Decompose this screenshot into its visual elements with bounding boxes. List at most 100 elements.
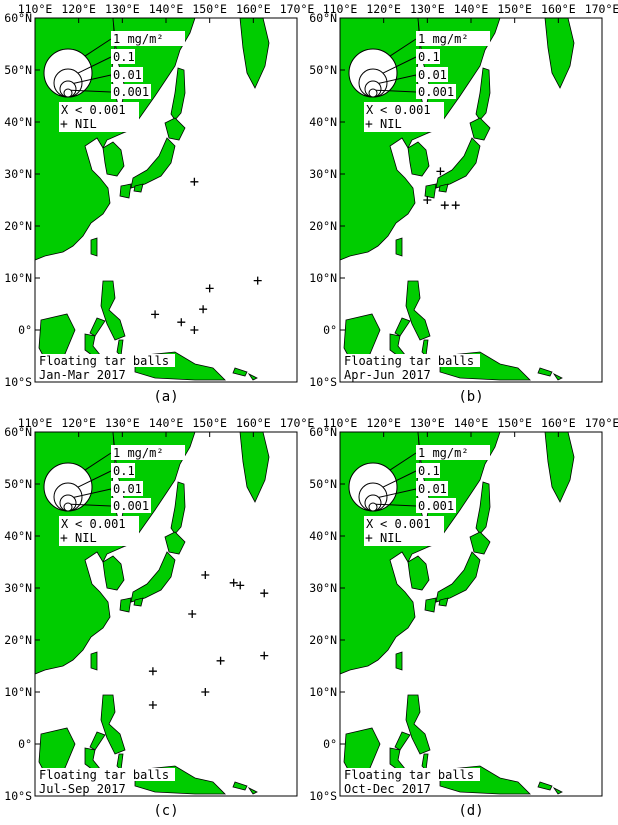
nil-sample-marker xyxy=(177,318,186,327)
lon-label: 150°E xyxy=(192,416,227,430)
lon-label: 110°E xyxy=(18,2,53,16)
legend-circle xyxy=(63,502,73,512)
lon-label: 140°E xyxy=(149,416,184,430)
legend-leader xyxy=(375,503,417,507)
lat-label: 20°N xyxy=(4,633,32,647)
lon-label: 130°E xyxy=(105,416,140,430)
legend-symbol-bg xyxy=(364,102,444,132)
legend-leader xyxy=(84,452,112,471)
lon-label: 170°E xyxy=(585,2,618,16)
nil-sample-marker xyxy=(199,305,208,314)
legend-size-label: 1 mg/m² xyxy=(418,446,469,460)
lat-label: 60°N xyxy=(309,425,337,439)
x-symbol: X xyxy=(366,517,374,531)
plus-label: NIL xyxy=(380,117,402,131)
plus-label: NIL xyxy=(380,531,402,545)
lat-label: 60°N xyxy=(309,11,337,25)
lat-label: 50°N xyxy=(4,63,32,77)
caption-bg xyxy=(342,768,480,781)
lon-label: 130°E xyxy=(410,416,445,430)
legend-label-bg xyxy=(111,481,143,496)
legend-leader xyxy=(77,56,112,74)
legend-size-label: 0.001 xyxy=(113,499,149,513)
legend-label-bg xyxy=(416,445,490,460)
size-legend: 1 mg/m² 0.1 0.01 0.001 X < 0.001 + NIL xyxy=(348,445,490,546)
legend-leader xyxy=(70,89,112,93)
legend-label-bg xyxy=(416,498,456,513)
x-label: < 0.001 xyxy=(380,517,431,531)
legend-leader xyxy=(84,38,112,57)
lat-label: 10°N xyxy=(309,271,337,285)
legend-circle xyxy=(368,502,378,512)
lat-label: 30°N xyxy=(4,581,32,595)
plus-label: NIL xyxy=(75,117,97,131)
plus-symbol: + xyxy=(60,117,68,132)
nil-sample-marker xyxy=(151,310,160,319)
lon-label: 120°E xyxy=(61,416,96,430)
lat-label: 0° xyxy=(323,737,337,751)
x-symbol: X xyxy=(366,103,374,117)
lon-label: 130°E xyxy=(410,2,445,16)
legend-size-label: 0.1 xyxy=(113,50,135,64)
nil-sample-marker xyxy=(260,651,269,660)
nil-sample-marker xyxy=(148,667,157,676)
caption-bg xyxy=(342,782,428,795)
lat-label: 30°N xyxy=(4,167,32,181)
panel-period: Oct-Dec 2017 xyxy=(344,782,431,796)
lat-label: 10°S xyxy=(309,789,337,803)
lon-label: 120°E xyxy=(61,2,96,16)
x-label: < 0.001 xyxy=(380,103,431,117)
legend-leader xyxy=(382,470,417,488)
legend-size-label: 0.01 xyxy=(113,482,142,496)
map-panel-1: 110°E 120°E 130°E 140°E 150°E 160°E 170°E 60°N 5… xyxy=(309,2,618,405)
nil-sample-marker xyxy=(253,276,262,285)
legend-leader xyxy=(73,488,112,498)
nil-sample-marker xyxy=(440,201,449,210)
lat-label: 10°N xyxy=(4,685,32,699)
nil-sample-marker xyxy=(436,167,445,176)
lon-label: 140°E xyxy=(149,2,184,16)
panel-title: Floating tar balls xyxy=(344,768,474,782)
nil-sample-marker xyxy=(190,326,199,334)
lon-label: 170°E xyxy=(280,416,315,430)
legend-label-bg xyxy=(111,445,185,460)
lat-label: 40°N xyxy=(309,115,337,129)
legend-symbol-bg xyxy=(364,516,444,546)
size-legend: 1 mg/m² 0.1 0.01 0.001 X < 0.001 + NIL xyxy=(43,445,185,546)
caption-bg xyxy=(37,368,123,381)
size-legend: 1 mg/m² 0.1 0.01 0.001 X < 0.001 + NIL xyxy=(348,31,490,132)
legend-label-bg xyxy=(416,84,456,99)
panel-letter: (b) xyxy=(458,389,483,405)
legend-leader xyxy=(382,56,417,74)
lat-label: 20°N xyxy=(309,219,337,233)
lat-label: 30°N xyxy=(309,581,337,595)
nil-sample-marker xyxy=(423,196,432,204)
legend-leader xyxy=(73,74,112,84)
map-panel-3: 110°E 120°E 130°E 140°E 150°E 160°E 170°E 60°N 5… xyxy=(309,416,618,819)
lon-label: 110°E xyxy=(323,2,358,16)
nil-sample-marker xyxy=(260,589,269,598)
panel-title: Floating tar balls xyxy=(39,768,169,782)
legend-size-label: 1 mg/m² xyxy=(113,446,164,460)
lat-label: 0° xyxy=(18,737,32,751)
lat-label: 10°N xyxy=(309,685,337,699)
lon-label: 170°E xyxy=(280,2,315,16)
panel-period: Apr-Jun 2017 xyxy=(344,368,431,382)
legend-label-bg xyxy=(111,49,135,64)
legend-size-label: 0.01 xyxy=(113,68,142,82)
legend-leader xyxy=(378,74,417,84)
lat-label: 20°N xyxy=(309,633,337,647)
plus-symbol: + xyxy=(365,531,373,546)
caption-bg xyxy=(37,768,175,781)
lon-label: 130°E xyxy=(105,2,140,16)
plus-symbol: + xyxy=(365,117,373,132)
nil-sample-marker xyxy=(188,610,197,618)
x-label: < 0.001 xyxy=(75,103,126,117)
lon-label: 110°E xyxy=(323,416,358,430)
lat-label: 50°N xyxy=(309,477,337,491)
nil-sample-marker xyxy=(216,656,225,665)
lat-label: 10°S xyxy=(309,375,337,389)
lat-label: 60°N xyxy=(4,425,32,439)
lat-label: 30°N xyxy=(309,167,337,181)
